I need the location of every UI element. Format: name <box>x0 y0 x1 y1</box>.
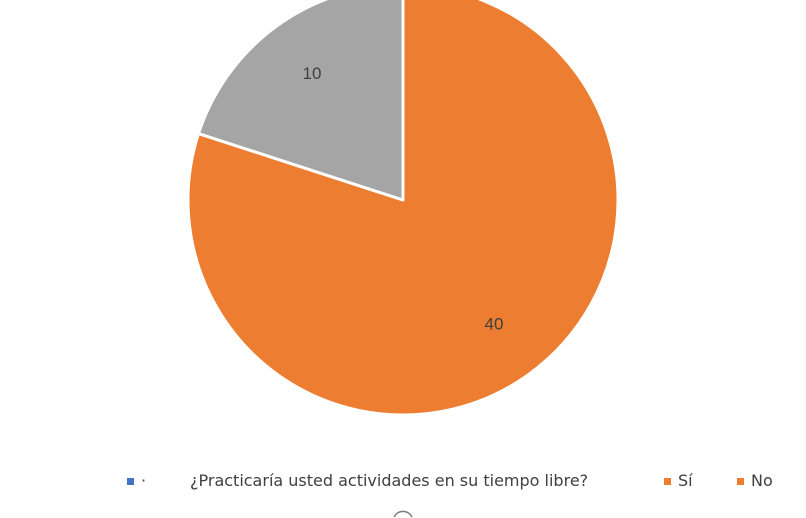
legend-label-question: ¿Practicaría usted actividades en su tie… <box>190 471 588 490</box>
resize-handle-arc <box>393 510 413 518</box>
pie-data-labels: 40 10 <box>303 64 504 333</box>
pie-slices <box>186 0 620 417</box>
pie-data-label-3: 10 <box>303 64 322 83</box>
chart-legend: · ¿Practicaría usted actividades en su t… <box>127 471 773 490</box>
legend-swatch-series-1 <box>127 478 134 485</box>
pie-slice-no <box>197 0 405 202</box>
legend-label-no: No <box>751 471 773 490</box>
legend-swatch-si <box>664 478 671 485</box>
legend-swatch-no <box>737 478 744 485</box>
pie-slice-sí <box>186 0 620 417</box>
pie-data-label-2: 40 <box>485 315 504 334</box>
legend-label-si: Sí <box>678 471 693 490</box>
legend-dot-separator: · <box>141 471 146 490</box>
